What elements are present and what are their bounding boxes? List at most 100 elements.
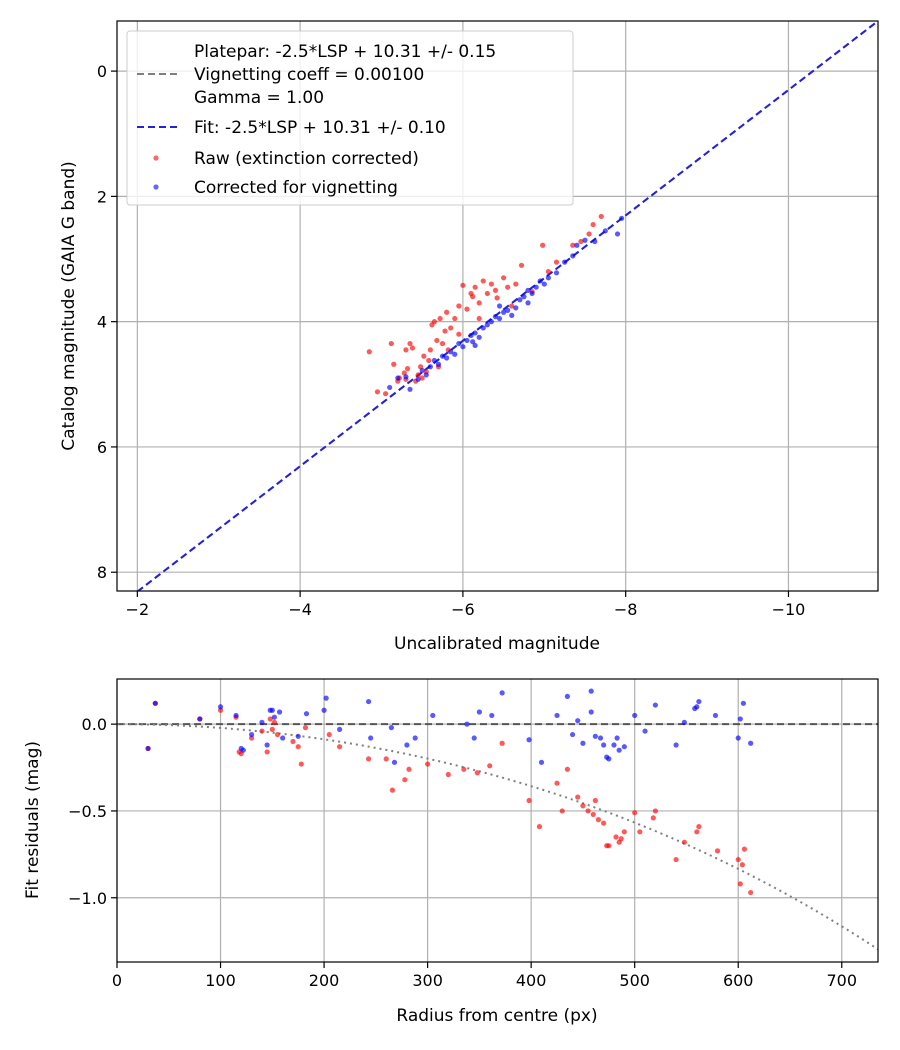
- calibration-raw-extinction-corrected-point: [456, 331, 462, 337]
- calibration-corrected-for-vignetting-point: [403, 374, 409, 380]
- residuals-raw-residuals-point: [259, 728, 265, 734]
- calibration-raw-extinction-corrected-point: [460, 282, 466, 288]
- calibration-corrected-for-vignetting-point: [470, 339, 476, 345]
- calibration-corrected-for-vignetting-point: [427, 364, 433, 370]
- residuals-corrected-residuals-point: [748, 740, 754, 746]
- residuals-corrected-residuals-point: [740, 700, 747, 706]
- residuals-corrected-residuals-point: [249, 731, 255, 738]
- calibration-y-tick-label: 8: [97, 563, 107, 582]
- calibration-raw-extinction-corrected-point: [439, 340, 446, 347]
- residuals-corrected-residuals-point: [580, 740, 586, 746]
- residuals-corrected-residuals-point: [681, 719, 687, 726]
- residuals-corrected-residuals-point: [323, 695, 329, 701]
- legend-corrected-text: Corrected for vignetting: [194, 178, 398, 198]
- calibration-corrected-for-vignetting-point: [619, 215, 625, 221]
- residuals-raw-residuals-point: [559, 808, 565, 814]
- calibration-corrected-for-vignetting-point: [435, 361, 442, 367]
- residuals-raw-residuals-point: [694, 829, 700, 835]
- residuals-raw-residuals-point: [298, 761, 304, 767]
- calibration-corrected-for-vignetting-point: [525, 287, 531, 293]
- calibration-raw-extinction-corrected-point: [578, 238, 584, 245]
- residuals-corrected-residuals-point: [321, 707, 327, 713]
- residuals-corrected-residuals-point: [712, 712, 719, 719]
- calibration-corrected-for-vignetting-point: [496, 315, 503, 322]
- residuals-x-tick-label: 300: [412, 971, 443, 990]
- calibration-raw-extinction-corrected-point: [444, 309, 450, 315]
- residuals-raw-residuals-point: [748, 889, 754, 896]
- calibration-raw-extinction-corrected-point: [470, 294, 476, 300]
- residuals-corrected-residuals-point: [217, 704, 224, 710]
- residuals-raw-residuals-point: [269, 726, 275, 732]
- calibration-corrected-for-vignetting-point: [431, 357, 438, 364]
- calibration-raw-extinction-corrected-point: [480, 278, 486, 284]
- calibration-corrected-for-vignetting-point: [537, 278, 543, 284]
- residuals-raw-residuals-point: [425, 761, 431, 767]
- calibration-corrected-for-vignetting-point: [592, 238, 598, 245]
- residuals-corrected-residuals-point: [233, 712, 239, 719]
- residuals-corrected-residuals-point: [569, 731, 576, 738]
- residuals-corrected-residuals-point: [575, 718, 581, 724]
- residuals-raw-residuals-point: [264, 749, 270, 755]
- residuals-corrected-residuals-point: [269, 707, 275, 713]
- residuals-corrected-residuals-point: [404, 742, 410, 748]
- residuals-raw-residuals-point: [606, 843, 612, 849]
- residuals-ticks: 0 100 200 300 400 500 600 700 0.0 −0.5 −1.0: [68, 715, 857, 990]
- calibration-corrected-for-vignetting-point: [452, 351, 458, 357]
- calibration-corrected-for-vignetting-point: [472, 330, 478, 336]
- calibration-raw-extinction-corrected-point: [437, 315, 443, 322]
- residuals-corrected-residuals-point: [621, 744, 627, 750]
- residuals-x-tick-label: 600: [723, 971, 754, 990]
- residuals-corrected-residuals-point: [632, 712, 638, 719]
- residuals-corrected-residuals-point: [588, 709, 594, 715]
- residuals-vignetting-model-line: [117, 723, 878, 951]
- residuals-corrected-residuals-point: [476, 709, 482, 715]
- calibration-raw-extinction-corrected-point: [484, 290, 490, 297]
- legend-corrected-marker: [153, 184, 159, 190]
- calibration-raw-extinction-corrected-point: [472, 284, 478, 290]
- calibration-raw-extinction-corrected-point: [366, 349, 372, 355]
- calibration-raw-extinction-corrected-point: [404, 366, 411, 372]
- residuals-raw-residuals-point: [536, 823, 543, 830]
- calibration-lines: [136, 21, 878, 591]
- residuals-raw-residuals-point: [739, 862, 745, 868]
- calibration-x-tick-label: −10: [772, 600, 806, 619]
- residuals-corrected-residuals-point: [240, 747, 246, 753]
- calibration-raw-extinction-corrected-point: [415, 372, 421, 378]
- calibration-raw-extinction-corrected-point: [494, 295, 500, 301]
- calibration-raw-extinction-corrected-point: [374, 389, 381, 395]
- residuals-corrected-residuals-point: [259, 719, 265, 726]
- residuals-raw-residuals-point: [590, 811, 596, 818]
- calibration-corrected-for-vignetting-point: [476, 334, 482, 340]
- calibration-raw-extinction-corrected-point: [391, 361, 397, 367]
- calibration-raw-extinction-corrected-point: [513, 281, 519, 287]
- calibration-raw-extinction-corrected-point: [570, 242, 576, 248]
- calibration-raw-extinction-corrected-point: [464, 306, 470, 312]
- calibration-corrected-for-vignetting-point: [472, 342, 478, 349]
- residuals-corrected-residuals-point: [499, 690, 505, 696]
- residuals-corrected-residuals-point: [652, 702, 658, 708]
- residuals-raw-residuals-point: [389, 787, 396, 793]
- calibration-plot-frame: [116, 20, 879, 592]
- calibration-raw-extinction-corrected-point: [598, 213, 604, 220]
- calibration-corrected-for-vignetting-point: [505, 307, 511, 313]
- calibration-raw-extinction-corrected-point: [431, 319, 438, 325]
- calibration-corrected-for-vignetting-point: [574, 242, 580, 248]
- calibration-corrected-for-vignetting-point: [509, 312, 515, 318]
- residuals-corrected-residuals-point: [368, 735, 374, 741]
- residuals-x-tick-label: 500: [619, 971, 650, 990]
- calibration-raw-extinction-corrected-point: [501, 275, 507, 281]
- residuals-corrected-residuals-point: [303, 711, 310, 717]
- calibration-raw-extinction-corrected-point: [403, 347, 409, 353]
- calibration-x-tick-label: −2: [126, 600, 150, 619]
- residuals-raw-residuals-point: [575, 794, 581, 800]
- calibration-corrected-for-vignetting-point: [407, 386, 413, 392]
- calibration-y-tick-label: 6: [97, 438, 107, 457]
- calibration-corrected-for-vignetting-point: [415, 376, 421, 382]
- residuals-raw-residuals-point: [714, 848, 721, 854]
- residuals-corrected-residuals-point: [489, 712, 495, 719]
- calibration-corrected-for-vignetting-point: [496, 303, 503, 309]
- residuals-raw-residuals-point: [681, 839, 687, 845]
- residuals-y-tick-label: −1.0: [68, 889, 107, 908]
